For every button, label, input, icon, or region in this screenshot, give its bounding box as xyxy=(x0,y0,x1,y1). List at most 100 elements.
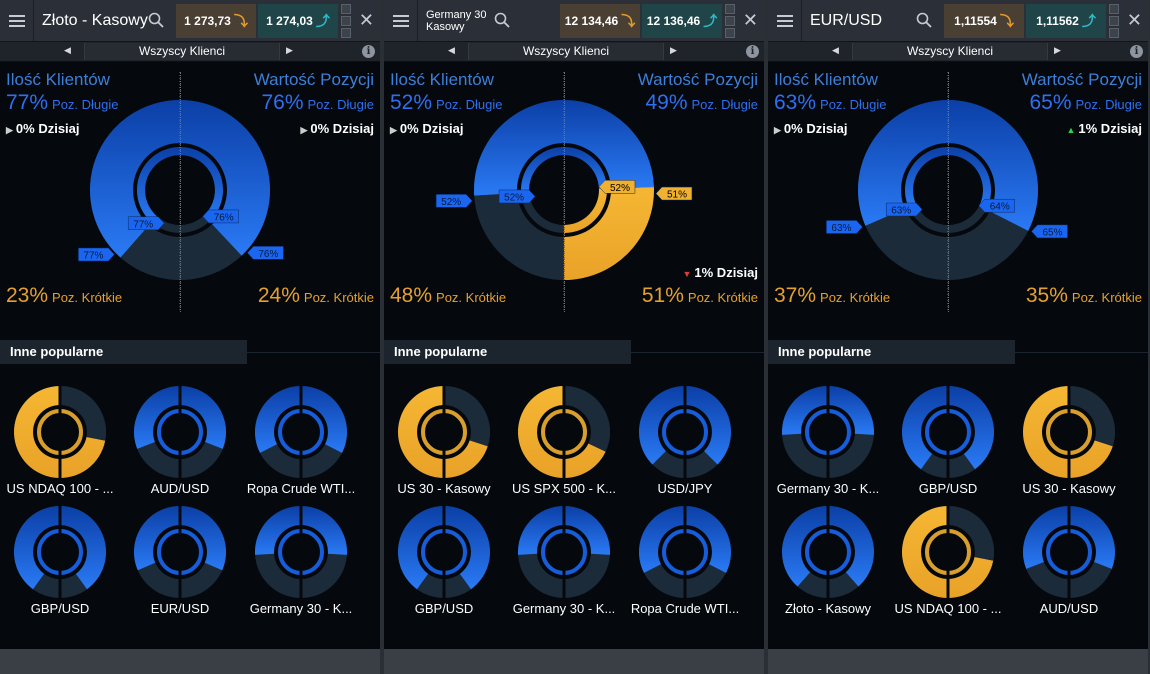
hamburger-menu-icon[interactable] xyxy=(768,0,802,41)
popular-instrument-label[interactable]: Germany 30 - K... xyxy=(512,601,616,616)
outer-callout-clients: 77% xyxy=(78,247,115,262)
info-icon[interactable]: i xyxy=(362,45,375,58)
popular-instrument-label[interactable]: US 30 - Kasowy xyxy=(1022,481,1116,496)
buy-price-button[interactable]: 1,11562 ⤴ xyxy=(1026,4,1106,38)
popular-instrument-label[interactable]: Ropa Crude WTI... xyxy=(246,481,356,496)
close-icon[interactable]: ✕ xyxy=(358,10,374,30)
sell-price-button[interactable]: 1 273,73 ⤵ xyxy=(176,4,256,38)
client-segment-label: Wszyscy Klienci xyxy=(84,43,280,60)
instrument-header: EUR/USD 1,11554 ⤵ 1,11562 ⤴ ✕ xyxy=(768,0,1148,42)
search-icon[interactable] xyxy=(916,12,932,28)
instrument-name[interactable]: Złoto - Kasowy xyxy=(42,11,148,29)
next-segment-icon[interactable]: ▶ xyxy=(670,45,677,55)
long-arc xyxy=(639,386,685,465)
depth-bars-icon[interactable] xyxy=(341,4,351,38)
popular-instrument-label[interactable]: US NDAQ 100 - ... xyxy=(894,601,1002,616)
popular-instrument-label[interactable]: Germany 30 - K... xyxy=(249,601,353,616)
outer-donut xyxy=(473,100,654,280)
popular-instrument-donut[interactable] xyxy=(768,380,888,500)
inner-callout-value: 76% xyxy=(202,209,239,223)
popular-instrument-donut[interactable] xyxy=(1009,380,1129,500)
value-today-text: 1% Dzisiaj xyxy=(694,265,758,280)
svg-text:63%: 63% xyxy=(831,223,851,234)
popular-section-title: Inne popularne xyxy=(0,340,247,364)
prev-segment-icon[interactable]: ◀ xyxy=(448,45,455,55)
client-segment-bar: ◀ Wszyscy Klienci ▶ i xyxy=(768,42,1148,62)
long-arc xyxy=(828,386,874,435)
long-arc xyxy=(255,386,301,453)
position-value-title: Wartość Pozycji xyxy=(253,70,374,89)
panel-footer xyxy=(768,649,1148,674)
popular-instrument-donut[interactable] xyxy=(625,380,745,500)
long-arc xyxy=(782,506,828,587)
popular-instrument-label[interactable]: USD/JPY xyxy=(657,481,713,496)
info-icon[interactable]: i xyxy=(746,45,759,58)
popular-instrument-donut[interactable] xyxy=(888,380,1008,500)
next-segment-icon[interactable]: ▶ xyxy=(286,45,293,55)
depth-bars-icon[interactable] xyxy=(725,4,735,38)
instrument-name[interactable]: EUR/USD xyxy=(810,11,883,29)
popular-instrument-label[interactable]: Germany 30 - K... xyxy=(776,481,880,496)
clients-short: 37% Poz. Krótkie xyxy=(774,284,890,308)
popular-instrument-donut[interactable] xyxy=(384,500,504,620)
clients-count-title: Ilość Klientów xyxy=(6,70,110,89)
hamburger-menu-icon[interactable] xyxy=(0,0,34,41)
popular-instrument-label[interactable]: AUD/USD xyxy=(150,481,210,496)
popular-instrument-label[interactable]: US SPX 500 - K... xyxy=(511,481,617,496)
popular-instrument-label[interactable]: Ropa Crude WTI... xyxy=(630,601,740,616)
clients-count-title: Ilość Klientów xyxy=(390,70,494,89)
popular-instrument-label[interactable]: US 30 - Kasowy xyxy=(397,481,491,496)
buy-price-button[interactable]: 1 274,03 ⤴ xyxy=(258,4,338,38)
chart-divider xyxy=(948,72,949,312)
svg-text:52%: 52% xyxy=(441,197,461,208)
popular-instrument-donut[interactable] xyxy=(504,380,624,500)
popular-instrument-donut[interactable] xyxy=(888,500,1008,620)
value-short-pct: 24% xyxy=(257,284,300,307)
info-icon[interactable]: i xyxy=(1130,45,1143,58)
popular-instrument-label[interactable]: AUD/USD xyxy=(1039,601,1099,616)
popular-instrument-label[interactable]: Złoto - Kasowy xyxy=(785,601,871,616)
popular-instrument-donut[interactable] xyxy=(0,500,120,620)
sell-price-button[interactable]: 1,11554 ⤵ xyxy=(944,4,1024,38)
hamburger-menu-icon[interactable] xyxy=(384,0,418,41)
instrument-name[interactable]: Germany 30 Kasowy xyxy=(426,8,487,33)
value-long-pct: 49% xyxy=(645,91,688,114)
popular-instrument-donut[interactable] xyxy=(768,500,888,620)
search-icon[interactable] xyxy=(148,12,164,28)
long-arc xyxy=(902,386,948,470)
close-icon[interactable]: ✕ xyxy=(742,10,758,30)
popular-instrument-label[interactable]: GBP/USD xyxy=(918,481,978,496)
buy-price-button[interactable]: 12 136,46 ⤴ xyxy=(642,4,722,38)
popular-instrument-donut[interactable] xyxy=(0,380,120,500)
popular-instrument-donut[interactable] xyxy=(384,380,504,500)
close-icon[interactable]: ✕ xyxy=(1126,10,1142,30)
outer-callout-value: 51% xyxy=(655,186,693,201)
popular-instrument-donut[interactable] xyxy=(1009,500,1129,620)
depth-bars-icon[interactable] xyxy=(1109,4,1119,38)
clients-today-change: ▶ 0% Dzisiaj xyxy=(390,121,464,136)
sell-price-button[interactable]: 12 134,46 ⤵ xyxy=(560,4,640,38)
popular-instrument-label[interactable]: US NDAQ 100 - ... xyxy=(6,481,114,496)
long-arc xyxy=(180,506,226,571)
buy-price: 12 136,46 xyxy=(646,14,701,28)
popular-instrument-label[interactable]: EUR/USD xyxy=(150,601,210,616)
outer-callout-clients: 52% xyxy=(435,194,473,208)
value-long-arc xyxy=(948,100,1038,231)
prev-segment-icon[interactable]: ◀ xyxy=(64,45,71,55)
panel-footer xyxy=(0,649,380,674)
popular-instrument-donut[interactable] xyxy=(241,380,361,500)
popular-instrument-donut[interactable] xyxy=(241,500,361,620)
popular-instrument-donut[interactable] xyxy=(120,500,240,620)
next-segment-icon[interactable]: ▶ xyxy=(1054,45,1061,55)
search-icon[interactable] xyxy=(494,12,510,28)
popular-instrument-label[interactable]: GBP/USD xyxy=(30,601,90,616)
panel-footer xyxy=(384,649,764,674)
popular-instrument-donut[interactable] xyxy=(120,380,240,500)
popular-instrument-label[interactable]: GBP/USD xyxy=(414,601,474,616)
popular-instrument-donut[interactable] xyxy=(504,500,624,620)
popular-instrument-donut[interactable] xyxy=(625,500,745,620)
long-arc xyxy=(444,506,490,590)
prev-segment-icon[interactable]: ◀ xyxy=(832,45,839,55)
value-short-pct: 35% xyxy=(1025,284,1068,307)
trend-flat-icon: ▶ xyxy=(6,125,13,135)
